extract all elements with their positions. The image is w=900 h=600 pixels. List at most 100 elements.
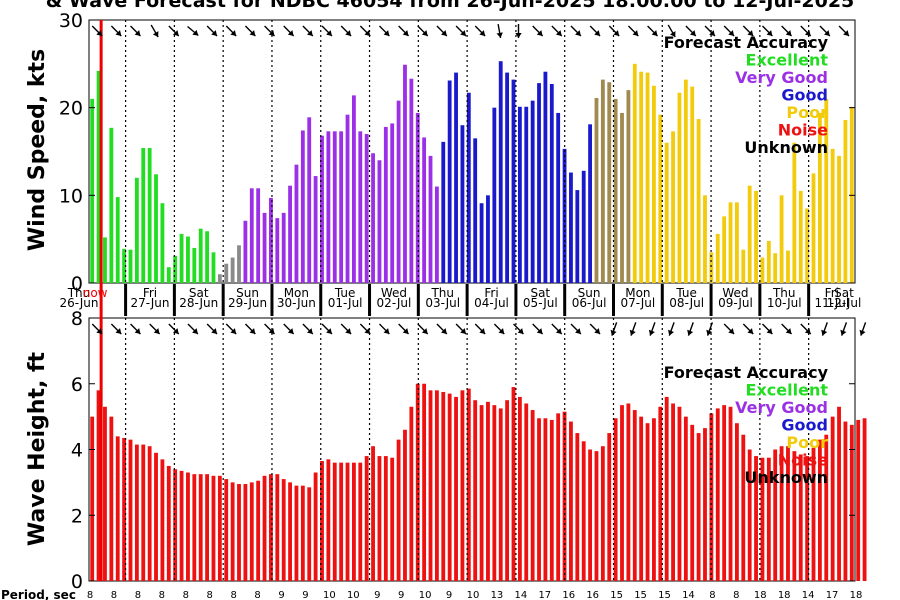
bar bbox=[645, 72, 650, 283]
period-axis: Period, sec 8 8 8 8 8 8 8 8 9 9 10 10 9 9 10 9 10 13 14 17 1… bbox=[1, 588, 862, 600]
direction-arrow bbox=[551, 25, 563, 37]
bar bbox=[186, 472, 190, 581]
arrow-head bbox=[689, 30, 696, 36]
direction-arrow bbox=[610, 322, 618, 336]
period-value: 10 bbox=[323, 590, 336, 600]
bar bbox=[115, 436, 120, 581]
arrow-head bbox=[594, 30, 601, 36]
direction-arrow bbox=[570, 25, 582, 37]
bar bbox=[154, 174, 158, 283]
period-value: 18 bbox=[754, 590, 767, 600]
arrow-head bbox=[460, 328, 466, 334]
bar bbox=[205, 474, 210, 581]
bar bbox=[198, 474, 203, 581]
bar bbox=[530, 410, 535, 581]
bar bbox=[339, 131, 344, 283]
direction-arrow bbox=[761, 25, 773, 37]
bar bbox=[211, 475, 216, 581]
bar bbox=[160, 203, 165, 283]
bar bbox=[294, 164, 299, 283]
day-of-week-label: Thu bbox=[772, 286, 796, 300]
bar bbox=[320, 135, 324, 283]
bar bbox=[766, 457, 771, 581]
bar bbox=[703, 195, 707, 283]
bar bbox=[173, 255, 178, 283]
day-of-week-label: Sat bbox=[834, 286, 854, 300]
bar bbox=[734, 202, 739, 283]
bar bbox=[166, 267, 171, 283]
bar bbox=[728, 406, 733, 581]
bar bbox=[103, 406, 107, 581]
bar bbox=[224, 479, 229, 581]
period-value: 8 bbox=[709, 590, 715, 600]
direction-arrow bbox=[608, 25, 620, 37]
arrow-head bbox=[496, 32, 503, 38]
bar bbox=[671, 403, 675, 581]
legend-item: Very Good bbox=[735, 398, 828, 417]
bar bbox=[390, 457, 395, 581]
wave-height-panel: 0 2 4 6 8 bbox=[71, 308, 867, 593]
bar bbox=[186, 236, 190, 283]
bar bbox=[307, 117, 312, 283]
bar bbox=[192, 247, 197, 283]
bar bbox=[664, 142, 669, 283]
date-label: 10-Jul bbox=[767, 296, 802, 310]
period-value: 9 bbox=[278, 590, 284, 600]
arrow-head bbox=[766, 30, 773, 36]
legend-item: Very Good bbox=[735, 68, 828, 87]
arrow-head bbox=[115, 328, 122, 334]
direction-arrow bbox=[589, 25, 601, 37]
arrow-head bbox=[364, 30, 371, 36]
bar bbox=[671, 131, 675, 283]
bar bbox=[217, 274, 222, 283]
arrow-head bbox=[172, 328, 179, 334]
bar bbox=[741, 249, 746, 283]
bar bbox=[351, 95, 356, 283]
arrow-head bbox=[498, 328, 505, 334]
bar bbox=[613, 418, 618, 581]
direction-arrow bbox=[551, 323, 563, 335]
direction-arrow bbox=[225, 25, 237, 37]
bar bbox=[428, 155, 433, 283]
bar bbox=[300, 485, 305, 581]
direction-arrow bbox=[474, 323, 486, 335]
bar bbox=[256, 480, 261, 581]
bar bbox=[843, 119, 848, 283]
bar bbox=[269, 474, 273, 581]
bar bbox=[249, 188, 254, 283]
bar bbox=[403, 429, 407, 581]
period-value: 14 bbox=[515, 590, 528, 600]
arrow-head bbox=[785, 328, 792, 334]
direction-arrow bbox=[206, 25, 218, 37]
bar bbox=[115, 197, 120, 283]
bar bbox=[620, 112, 624, 284]
bar bbox=[243, 220, 248, 283]
direction-arrow bbox=[359, 25, 371, 37]
bar bbox=[715, 233, 720, 283]
direction-arrow bbox=[168, 323, 180, 335]
wind-speed-ylabel: Wind Speed, kts bbox=[25, 49, 50, 251]
direction-arrow bbox=[667, 24, 676, 38]
bar bbox=[754, 456, 758, 581]
arrow-head bbox=[287, 328, 294, 334]
bar bbox=[364, 456, 369, 581]
bar bbox=[288, 185, 292, 283]
bar bbox=[581, 441, 586, 581]
date-label: 05-Jul bbox=[523, 296, 558, 310]
direction-arrow bbox=[685, 25, 697, 37]
bar bbox=[281, 212, 286, 283]
plot-area bbox=[88, 19, 856, 284]
legend-item: Poor bbox=[786, 433, 828, 452]
direction-arrow bbox=[821, 322, 828, 336]
period-value: 8 bbox=[135, 590, 141, 600]
arrow-head bbox=[515, 33, 522, 38]
arrow-head bbox=[134, 328, 141, 334]
bar bbox=[275, 474, 280, 581]
arrow-head bbox=[824, 30, 830, 36]
arrow-head bbox=[648, 329, 655, 336]
arrow-head bbox=[306, 30, 313, 36]
bar bbox=[415, 383, 420, 581]
direction-arrow bbox=[264, 323, 275, 335]
